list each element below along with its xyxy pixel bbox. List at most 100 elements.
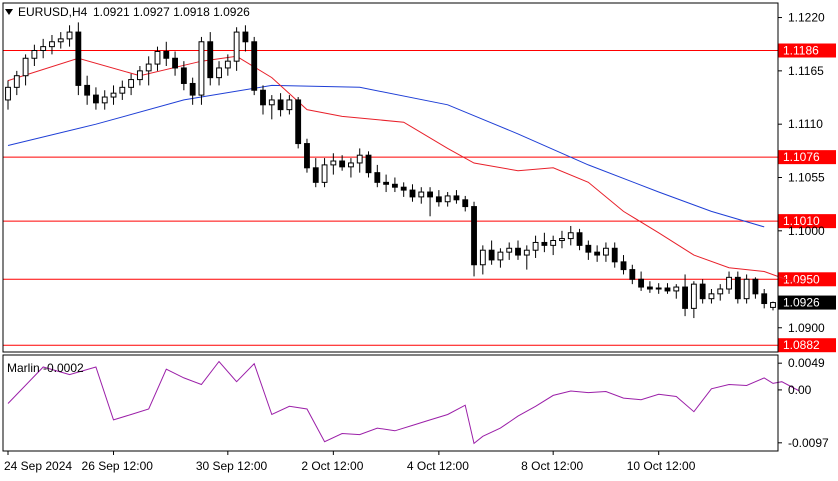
- candle-body-bear: [515, 247, 521, 256]
- candle: [629, 264, 636, 285]
- candle-body-bull: [136, 70, 143, 81]
- candle: [752, 277, 759, 299]
- main-pane-border: [2, 2, 779, 353]
- candle-body-bear: [189, 82, 196, 96]
- candle: [75, 22, 82, 96]
- candle-body-bull: [559, 238, 565, 242]
- time-tick-label-3: 2 Oct 12:00: [301, 459, 363, 473]
- candle: [154, 46, 161, 71]
- candle-body-bear: [427, 191, 433, 198]
- candle-body-bear: [163, 50, 170, 59]
- candle-body-bull: [198, 41, 205, 96]
- candle: [479, 245, 486, 275]
- candle: [374, 164, 381, 188]
- candle-body-bull: [57, 38, 64, 43]
- candle-body-bear: [312, 167, 319, 183]
- current-price-tag-bg: [778, 295, 836, 310]
- level-tag-bg-3: [778, 272, 836, 287]
- candle-body-bull: [154, 50, 161, 65]
- level-tag-label-0: 1.1186: [783, 44, 819, 58]
- candle: [348, 158, 354, 178]
- candle: [304, 138, 310, 173]
- time-tick-label-6: 10 Oct 12:00: [627, 459, 696, 473]
- candle-body-bull: [128, 79, 135, 88]
- candle: [743, 274, 750, 304]
- candle: [22, 54, 29, 86]
- oscillator-pane-border: [2, 354, 779, 452]
- candle: [312, 158, 319, 188]
- candle-body-bull: [708, 293, 715, 300]
- price-tick-label-1: 1.1165: [788, 64, 824, 78]
- osc-tick-label-0: 0.0049: [788, 356, 825, 370]
- candle-body-bear: [682, 286, 688, 309]
- candle-body-bear: [383, 181, 390, 185]
- level-tag-label-2: 1.1010: [783, 214, 820, 228]
- candle-body-bear: [541, 241, 548, 246]
- candle: [251, 36, 258, 96]
- candle: [761, 288, 768, 309]
- candle: [523, 245, 530, 270]
- candle-body-bear: [339, 160, 346, 168]
- candle-body-bear: [374, 172, 381, 183]
- candle: [356, 148, 363, 173]
- candle-body-bear: [664, 287, 671, 292]
- candle: [418, 187, 425, 204]
- candle: [717, 284, 724, 301]
- level-tag-label-3: 1.0950: [783, 272, 820, 286]
- level-tag-label-1: 1.1076: [783, 150, 820, 164]
- candle-body-bull: [523, 249, 530, 256]
- candle-body-bull: [673, 286, 680, 292]
- candle: [163, 41, 170, 67]
- candle-body-bear: [295, 99, 302, 145]
- time-tick-label-5: 8 Oct 12:00: [521, 459, 583, 473]
- candle: [40, 38, 47, 59]
- candle-body-bear: [585, 244, 592, 253]
- candle-body-bear: [260, 89, 266, 106]
- candle-body-bear: [611, 247, 618, 263]
- candle: [365, 151, 372, 178]
- candle: [136, 66, 143, 86]
- level-tag-bg-2: [778, 214, 836, 229]
- candle-body-bear: [435, 196, 442, 203]
- candle-body-bear: [594, 251, 601, 256]
- candle: [673, 284, 680, 299]
- candle: [224, 54, 231, 76]
- candle: [330, 153, 337, 175]
- candle-body-bull: [567, 232, 574, 240]
- candle: [726, 271, 732, 294]
- candle: [559, 230, 565, 249]
- candle-body-bear: [752, 278, 759, 295]
- candle-body-bear: [488, 249, 495, 261]
- candle: [66, 25, 73, 47]
- candle: [515, 240, 521, 260]
- candle: [189, 77, 196, 105]
- candle: [576, 228, 583, 251]
- candle-body-bear: [409, 189, 416, 198]
- candle: [532, 235, 539, 258]
- candle-body-bear: [576, 232, 583, 246]
- candle: [295, 97, 302, 149]
- oscillator-title: Marlin -0.0002: [7, 361, 84, 375]
- candle-body-bear: [620, 261, 627, 271]
- candle: [435, 190, 442, 207]
- candle-body-bull: [216, 67, 222, 79]
- candle: [646, 281, 653, 293]
- candle: [611, 242, 618, 268]
- candle-body-bull: [550, 240, 557, 246]
- candle: [207, 32, 214, 86]
- price-tick-label-0: 1.1220: [788, 11, 825, 25]
- oscillator-line: [7, 360, 800, 445]
- candle: [585, 240, 592, 260]
- candle-body-bull: [743, 278, 750, 300]
- candle: [268, 95, 275, 120]
- candle-body-bull: [321, 164, 328, 183]
- candle-body-bear: [93, 94, 99, 104]
- candle: [13, 70, 20, 96]
- candle: [5, 80, 11, 110]
- candle: [339, 155, 346, 171]
- price-tick-label-4: 1.1000: [788, 224, 825, 238]
- candle-body-bull: [497, 251, 504, 261]
- candle: [84, 75, 91, 105]
- candle-body-bear: [629, 269, 636, 280]
- candle-body-bull: [506, 247, 513, 253]
